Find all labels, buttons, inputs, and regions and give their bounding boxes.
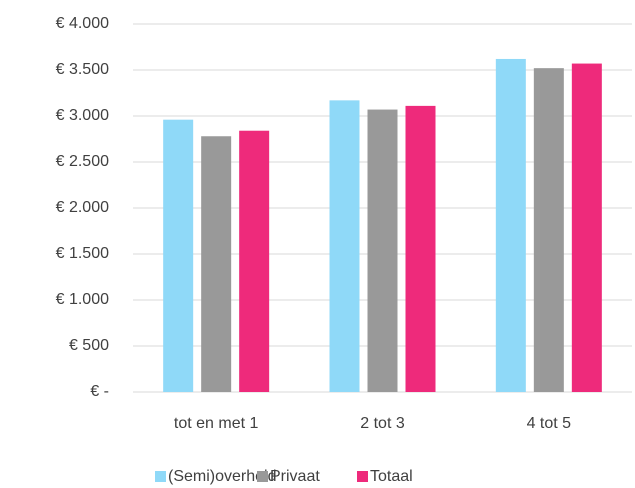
bar: [329, 100, 360, 393]
bar: [571, 63, 602, 393]
bar: [533, 68, 564, 392]
bar: [405, 105, 436, 392]
legend-swatch: [155, 471, 166, 482]
x-tick-label: 2 tot 3: [360, 415, 405, 432]
bar: [367, 109, 398, 392]
y-tick-label: € 1.500: [56, 245, 109, 262]
bar: [239, 130, 270, 392]
y-tick-label: € 2.500: [56, 153, 109, 170]
bar: [495, 58, 526, 393]
legend-label: (Semi)overheid: [168, 468, 276, 485]
legend-swatch: [257, 471, 268, 482]
bar: [201, 136, 232, 392]
y-tick-label: € 1.000: [56, 291, 109, 308]
legend-label: Totaal: [370, 468, 413, 485]
y-tick-label: € 3.500: [56, 61, 109, 78]
y-tick-label: € 3.000: [56, 107, 109, 124]
legend-swatch: [357, 471, 368, 482]
y-tick-label: € 4.000: [56, 15, 109, 32]
x-tick-label: tot en met 1: [174, 415, 259, 432]
y-tick-label: € 2.000: [56, 199, 109, 216]
legend-label: Privaat: [270, 468, 320, 485]
y-tick-label: € -: [90, 383, 109, 400]
bar: [163, 119, 194, 393]
y-tick-label: € 500: [69, 337, 109, 354]
x-tick-label: 4 tot 5: [527, 415, 572, 432]
